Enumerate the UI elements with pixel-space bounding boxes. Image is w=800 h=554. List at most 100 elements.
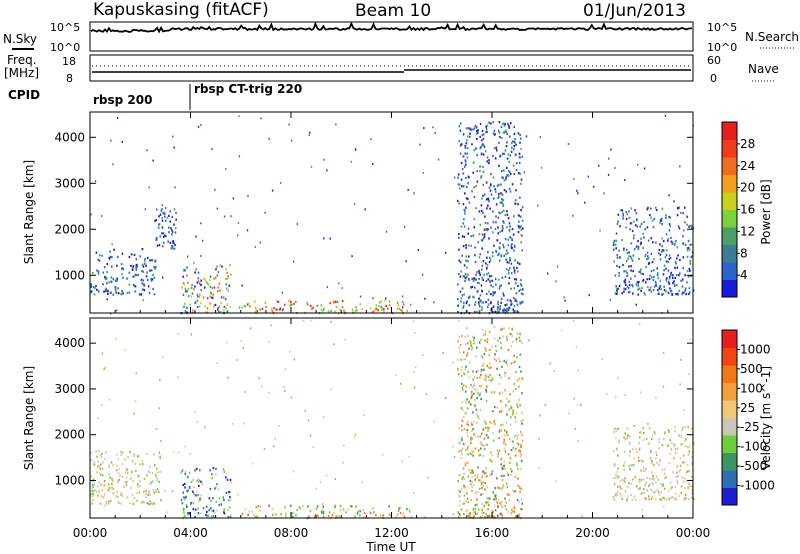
data-cell xyxy=(185,503,188,507)
data-cell xyxy=(308,515,310,518)
data-cell xyxy=(686,255,689,259)
data-cell xyxy=(142,490,145,493)
data-cell xyxy=(501,229,504,232)
data-cell xyxy=(94,287,96,290)
data-cell xyxy=(154,473,157,477)
data-cell xyxy=(268,391,270,394)
data-cell xyxy=(520,292,523,295)
data-cell xyxy=(518,289,520,292)
data-cell xyxy=(205,281,208,284)
data-cell xyxy=(630,207,633,210)
data-cell xyxy=(669,452,672,456)
data-cell xyxy=(151,258,153,262)
data-cell xyxy=(480,338,482,341)
data-cell xyxy=(473,277,476,280)
data-cell xyxy=(659,483,662,486)
data-cell xyxy=(398,507,400,510)
data-cell xyxy=(668,223,671,226)
data-cell xyxy=(506,363,509,366)
data-cell xyxy=(458,351,461,354)
data-cell xyxy=(637,459,640,462)
data-cell xyxy=(173,146,175,149)
data-cell xyxy=(479,391,482,395)
data-cell xyxy=(372,507,374,510)
data-cell xyxy=(683,206,686,209)
data-cell xyxy=(457,304,459,307)
y-tick-label: 3000 xyxy=(54,176,85,190)
colorbar-tick-label: 20 xyxy=(740,181,755,195)
data-cell xyxy=(470,453,472,456)
data-cell xyxy=(637,284,640,288)
data-cell xyxy=(515,388,517,391)
data-cell xyxy=(92,485,95,489)
data-cell xyxy=(501,211,503,214)
data-cell xyxy=(507,510,510,513)
data-cell xyxy=(661,237,663,240)
data-cell xyxy=(479,223,482,226)
data-cell xyxy=(517,514,519,517)
data-cell xyxy=(488,348,491,351)
data-cell xyxy=(295,300,297,303)
data-cell xyxy=(184,287,187,290)
data-cell xyxy=(149,499,151,503)
data-cell xyxy=(146,452,148,455)
data-cell xyxy=(223,512,226,515)
data-cell xyxy=(111,479,114,482)
data-cell xyxy=(141,281,143,284)
data-cell xyxy=(457,176,459,179)
data-cell xyxy=(121,252,124,255)
data-cell xyxy=(505,361,507,364)
data-cell xyxy=(503,464,505,467)
data-cell xyxy=(336,300,339,304)
data-cell xyxy=(223,509,225,512)
data-cell xyxy=(488,121,490,124)
data-cell xyxy=(676,481,679,485)
data-cell xyxy=(482,481,484,484)
data-cell xyxy=(223,508,226,511)
data-cell xyxy=(479,169,481,172)
data-cell xyxy=(493,357,496,360)
data-cell xyxy=(467,182,469,185)
data-cell xyxy=(264,211,266,214)
data-cell xyxy=(290,303,293,306)
data-cell xyxy=(688,291,691,294)
data-cell xyxy=(110,291,113,294)
data-cell xyxy=(638,257,640,261)
data-cell xyxy=(457,358,459,361)
data-cell xyxy=(211,296,213,299)
data-cell xyxy=(628,464,630,468)
data-cell xyxy=(655,451,658,454)
data-cell xyxy=(646,489,649,492)
data-cell xyxy=(656,461,658,464)
data-cell xyxy=(90,475,93,478)
data-cell xyxy=(111,486,113,489)
data-cell xyxy=(495,146,498,149)
data-cell xyxy=(496,367,498,370)
data-cell xyxy=(613,430,615,433)
data-cell xyxy=(355,505,357,508)
data-cell xyxy=(506,122,509,126)
data-cell xyxy=(473,217,476,221)
data-cell xyxy=(498,308,501,311)
data-cell xyxy=(382,514,385,517)
data-cell xyxy=(218,310,220,313)
data-cell xyxy=(634,498,637,501)
data-cell xyxy=(491,376,494,379)
data-cell xyxy=(208,509,210,512)
data-cell xyxy=(648,441,650,444)
data-cell xyxy=(686,269,689,273)
data-cell xyxy=(339,505,342,508)
data-cell xyxy=(489,373,491,377)
data-cell xyxy=(616,485,619,488)
data-cell xyxy=(465,246,467,249)
data-cell xyxy=(521,206,524,209)
data-cell xyxy=(140,293,143,296)
data-cell xyxy=(462,351,465,354)
data-cell xyxy=(647,255,649,258)
data-cell xyxy=(676,292,678,295)
data-cell xyxy=(653,217,656,221)
data-cell xyxy=(662,351,665,354)
data-cell xyxy=(483,145,486,149)
data-cell xyxy=(614,274,617,277)
